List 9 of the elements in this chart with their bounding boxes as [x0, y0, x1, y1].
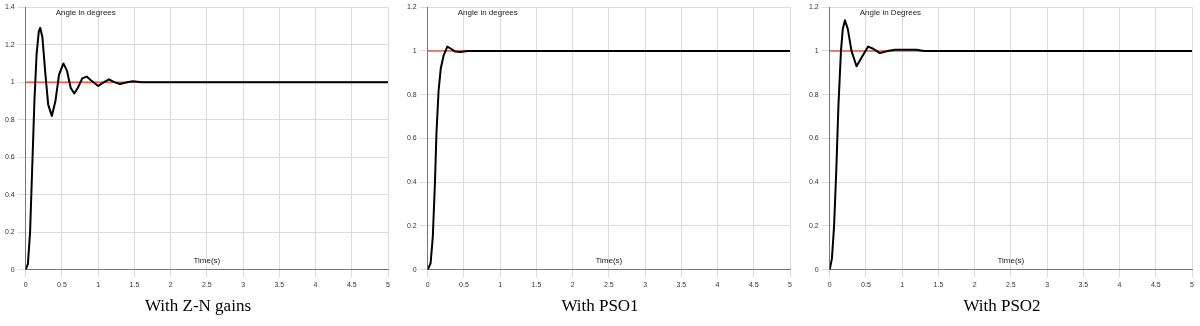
y-axis-title: Angle in degrees: [55, 8, 116, 18]
text: With PSO1: [561, 296, 639, 316]
text: With Z-N gains: [144, 296, 252, 316]
y-axis-title: Angle in degrees: [457, 8, 518, 18]
x-axis-title: Time(s): [193, 255, 221, 265]
y-axis-title: Angle in Degrees: [859, 8, 922, 18]
x-axis-title: Time(s): [997, 255, 1025, 265]
x-axis-title: Time(s): [595, 255, 623, 265]
text: With PSO2: [963, 296, 1041, 316]
